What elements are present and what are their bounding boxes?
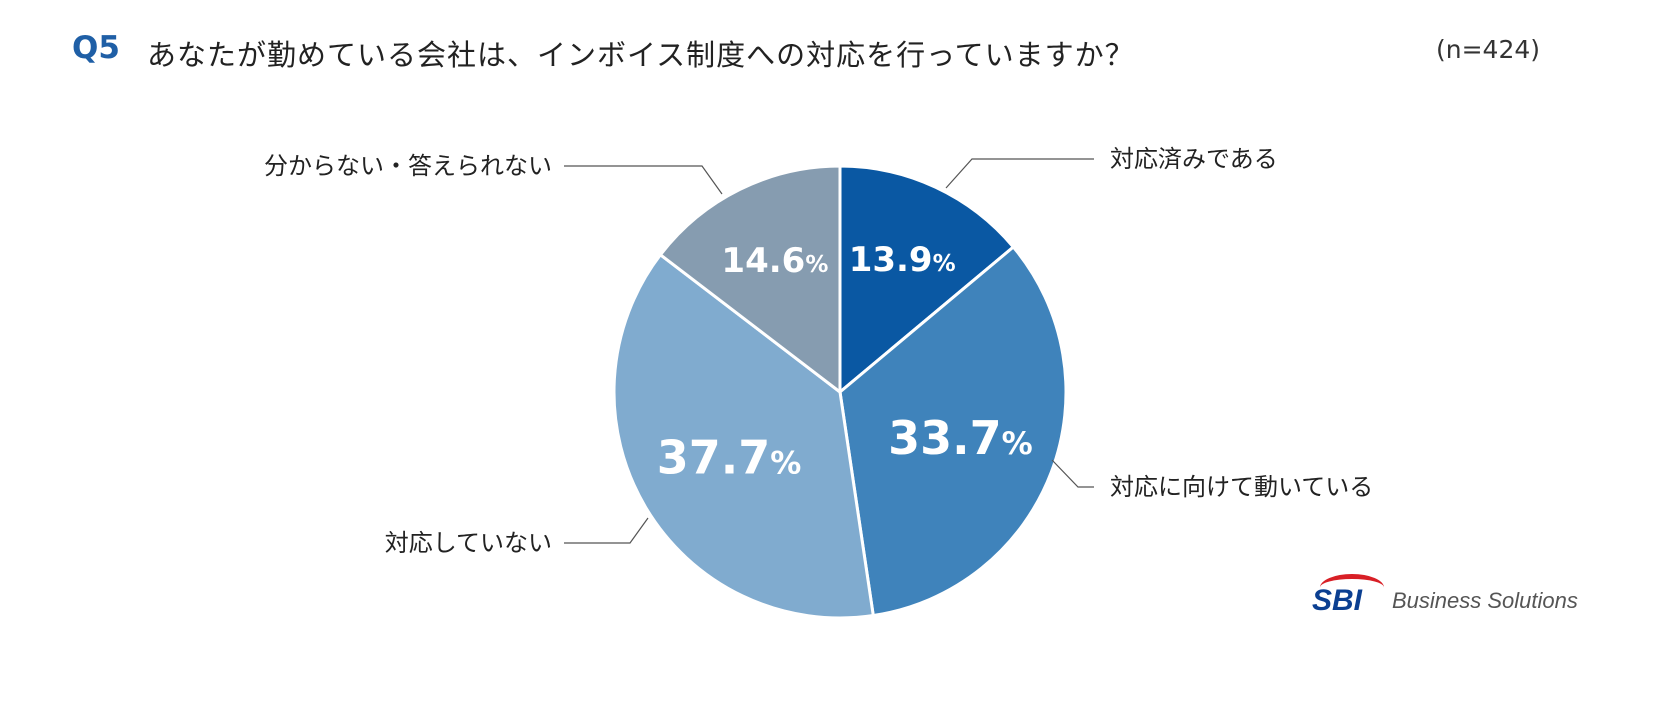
pie-value-label-in-progress: 33.7%: [888, 411, 1033, 465]
leader-line-not-handled: [564, 517, 649, 544]
question-number: Q5: [72, 30, 120, 66]
sample-size: (n=424): [1436, 35, 1541, 64]
pie-slice-unknown: [658, 164, 842, 396]
logo-business-solutions: Business Solutions: [1392, 588, 1578, 613]
pie-value-label-completed: 13.9%: [849, 240, 956, 280]
logo-swoosh-icon: [1320, 574, 1384, 601]
leader-line-unknown: [564, 165, 723, 195]
company-logo: SBI Business Solutions: [1312, 572, 1578, 616]
category-label-completed: 対応済みである: [1110, 145, 1278, 173]
pie-value-label-not-handled: 37.7%: [657, 431, 802, 485]
leader-line-in-progress: [1051, 459, 1094, 488]
category-label-unknown: 分からない・答えられない: [264, 152, 552, 180]
pie-slice-in-progress: [838, 244, 1068, 618]
pie-slice-not-handled: [612, 252, 875, 620]
leader-line-completed: [945, 158, 1094, 189]
question-text: あなたが勤めている会社は、インボイス制度への対応を行っていますか？: [147, 38, 1135, 72]
logo-sbi-text: SBI: [1312, 584, 1363, 617]
pie-slice-completed: [838, 164, 1016, 396]
sbi-logo-mark: SBI: [1312, 572, 1384, 617]
pie-value-label-unknown: 14.6%: [721, 241, 828, 281]
category-label-in-progress: 対応に向けて動いている: [1110, 473, 1373, 501]
category-label-not-handled: 対応していない: [385, 529, 552, 557]
